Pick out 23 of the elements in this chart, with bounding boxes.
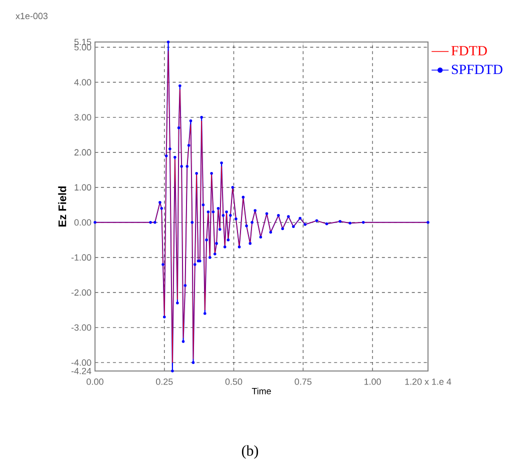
- x-tick-label: 0.00: [86, 378, 104, 385]
- x-tick-label: 0.25: [156, 378, 173, 385]
- y-tick-label: 2.00: [74, 149, 92, 156]
- legend-label: FDTD: [451, 46, 487, 56]
- x-tick-label: 0.75: [294, 378, 312, 385]
- y-tick-label: 4.00: [74, 79, 92, 86]
- legend-label: SPFDTD: [452, 64, 502, 74]
- y-tick-label: 0.00: [74, 219, 92, 226]
- x-tick-label: 1.20 x 1.e 4: [405, 378, 452, 385]
- y-tick-label: -4.00: [71, 359, 92, 366]
- x-tick-label: 1.00: [364, 378, 381, 385]
- y-tick-label: -4.24: [71, 368, 92, 374]
- x-axis-title: Time: [252, 388, 271, 394]
- text: x1e-003: [16, 12, 48, 20]
- y-tick-label: 3.00: [74, 114, 92, 120]
- y-tick-label: 1.00: [74, 184, 92, 191]
- y-tick-label: -3.00: [71, 324, 92, 331]
- y-tick-label: -2.00: [71, 289, 92, 296]
- text: (b): [242, 445, 258, 459]
- y-tick-label: -1.00: [71, 254, 92, 261]
- y-axis-title: Ez Field: [58, 186, 66, 226]
- y-tick-label: 5.15: [74, 38, 92, 46]
- x-tick-label: 0.50: [225, 378, 242, 385]
